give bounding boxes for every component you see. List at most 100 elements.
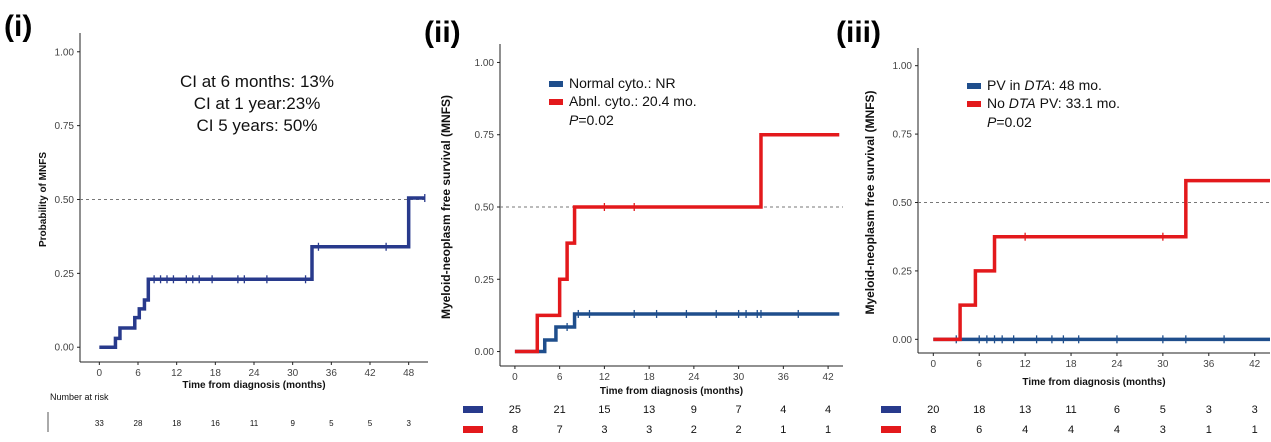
risk-count: 18 [973, 404, 985, 416]
legend-swatch [549, 99, 563, 105]
risk-table-title: Number at risk [50, 392, 109, 402]
x-tick-label: 42 [823, 372, 835, 383]
risk-count: 11 [250, 419, 259, 428]
x-tick-label: 12 [171, 368, 183, 379]
p-symbol: P [569, 112, 579, 128]
risk-count: 7 [557, 424, 563, 436]
km-curve-series-2 [514, 132, 840, 354]
risk-count: 15 [598, 404, 610, 416]
risk-count: 16 [211, 419, 220, 428]
risk-row-swatch [881, 406, 901, 413]
risk-count: 4 [825, 404, 831, 416]
y-tick-label: 0.75 [55, 121, 75, 132]
y-tick-label: 0.50 [893, 198, 913, 209]
summary-annotation: CI at 6 months: 13% [180, 72, 334, 91]
summary-annotation: CI 5 years: 50% [197, 116, 318, 135]
risk-count: 2 [691, 424, 697, 436]
legend-label: Normal cyto.: NR [569, 75, 676, 91]
y-tick-label: 1.00 [55, 47, 75, 58]
x-tick-label: 0 [931, 359, 937, 370]
y-tick-label: 0.25 [475, 275, 495, 286]
y-axis-title: Myeloid-neoplasm free survival (MNFS) [439, 95, 453, 319]
risk-row-swatch [881, 426, 901, 433]
risk-count: 20 [927, 404, 939, 416]
x-tick-label: 36 [1203, 359, 1215, 370]
risk-count: 21 [554, 404, 566, 416]
panel-i: (i) 0.00 0.25 0.50 0.75 1.00 0 6 12 18 24 30 36 42 48 T… [4, 10, 428, 432]
x-tick-label: 42 [364, 368, 376, 379]
y-tick-label: 0.25 [893, 266, 913, 277]
risk-count: 4 [1068, 424, 1074, 436]
x-tick-label: 6 [976, 359, 982, 370]
x-tick-label: 18 [644, 372, 656, 383]
risk-count: 3 [1252, 404, 1258, 416]
risk-count: 5 [329, 419, 334, 428]
risk-count: 5 [1160, 404, 1166, 416]
risk-count: 33 [95, 419, 104, 428]
x-tick-label: 24 [688, 372, 700, 383]
risk-count: 3 [406, 419, 411, 428]
legend-text-part: No [987, 95, 1009, 111]
x-tick-label: 48 [403, 368, 415, 379]
y-tick-label: 0.00 [893, 335, 913, 346]
p-value: =0.02 [996, 114, 1032, 130]
risk-row-swatch [463, 426, 483, 433]
panel-label: (i) [4, 10, 32, 43]
y-axis-title: Probability of MNFS [38, 152, 49, 247]
y-tick-label: 1.00 [893, 61, 913, 72]
x-tick-label: 24 [1111, 359, 1123, 370]
legend-swatch [549, 81, 563, 87]
x-tick-label: 42 [1249, 359, 1261, 370]
y-tick-label: 0.75 [475, 130, 495, 141]
x-tick-label: 18 [210, 368, 222, 379]
panel-iii: (iii)0.000.250.500.751.000 6 12 18 24 30 36 42T… [836, 16, 1270, 436]
km-curve-series-1 [514, 312, 840, 354]
legend-text-part: DTA [1009, 95, 1036, 111]
risk-count: 13 [643, 404, 655, 416]
risk-count: 3 [646, 424, 652, 436]
p-value: =0.02 [578, 112, 614, 128]
y-axis-title: Myeloid-neoplasm free survival (MNFS) [863, 90, 877, 314]
y-tick-label: 0.50 [475, 203, 495, 214]
p-symbol: P [987, 114, 997, 130]
risk-count: 1 [780, 424, 786, 436]
legend-swatch [967, 83, 981, 89]
y-tick-label: 0.00 [475, 347, 495, 358]
risk-count: 28 [134, 419, 143, 428]
legend-swatch [967, 101, 981, 107]
risk-count: 4 [1022, 424, 1028, 436]
x-tick-label: 18 [1065, 359, 1077, 370]
risk-count: 1 [825, 424, 831, 436]
risk-count: 6 [1114, 404, 1120, 416]
risk-count: 25 [509, 404, 521, 416]
legend-text-part: : 48 mo. [1051, 77, 1102, 93]
legend-label: Abnl. cyto.: 20.4 mo. [569, 93, 697, 109]
summary-annotation: CI at 1 year:23% [194, 94, 321, 113]
risk-count: 2 [736, 424, 742, 436]
km-curve-series-1 [99, 196, 425, 349]
x-axis-title: Time from diagnosis (months) [1022, 377, 1165, 388]
risk-row-swatch [463, 406, 483, 413]
risk-count: 9 [691, 404, 697, 416]
x-tick-label: 24 [248, 368, 260, 379]
x-axis-title: Time from diagnosis (months) [182, 380, 325, 391]
risk-count: 3 [601, 424, 607, 436]
risk-count: 1 [1206, 424, 1212, 436]
x-axis-title: Time from diagnosis (months) [600, 386, 743, 397]
legend-text-part: PV in [987, 77, 1024, 93]
y-tick-label: 0.50 [55, 195, 75, 206]
x-tick-label: 6 [135, 368, 141, 379]
legend-text-part: DTA [1024, 77, 1051, 93]
p-value-label: P=0.02 [569, 112, 614, 128]
km-curve-series-2 [933, 178, 1270, 342]
x-tick-label: 30 [1157, 359, 1169, 370]
risk-count: 1 [1252, 424, 1258, 436]
x-tick-label: 30 [287, 368, 299, 379]
x-tick-label: 0 [97, 368, 103, 379]
x-tick-label: 36 [778, 372, 790, 383]
risk-count: 11 [1065, 404, 1076, 416]
legend-text-part: PV: 33.1 mo. [1036, 95, 1120, 111]
risk-count: 7 [736, 404, 742, 416]
panel-label: (iii) [836, 16, 881, 49]
